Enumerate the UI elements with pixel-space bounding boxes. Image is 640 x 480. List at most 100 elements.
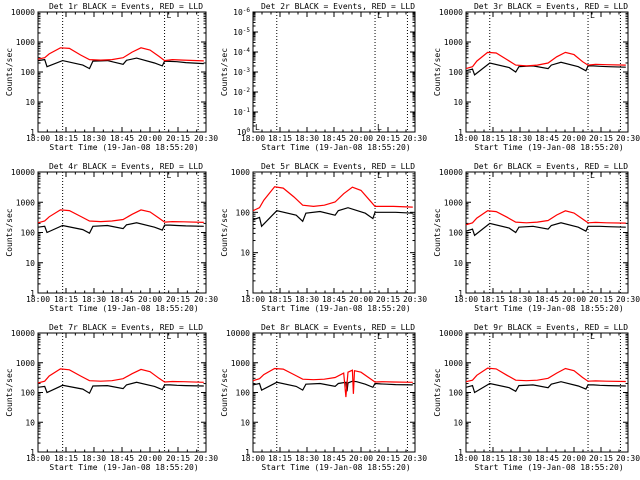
x-tick-label: 20:30 — [403, 134, 427, 143]
y-tick-label: 10-2 — [233, 87, 250, 97]
x-tick-label: 20:00 — [349, 454, 373, 463]
legend-marker: L — [167, 11, 172, 20]
x-tick-label: 20:15 — [166, 295, 190, 304]
y-tick-label: 1000 — [16, 198, 35, 207]
x-tick-label: 20:15 — [376, 134, 400, 143]
y-tick-label: 1 — [245, 289, 250, 298]
y-tick-label: 100 — [449, 229, 464, 238]
panel-title: Det 3r BLACK = Events, RED = LLD — [474, 2, 628, 11]
series-lld — [465, 210, 626, 226]
x-tick-label: 20:00 — [349, 134, 373, 143]
plot-frame — [465, 332, 629, 453]
legend-marker: L — [377, 171, 382, 180]
panel-title: Det 6r BLACK = Events, RED = LLD — [474, 162, 628, 171]
legend-marker: L — [590, 171, 595, 180]
x-tick-label: 18:15 — [268, 454, 292, 463]
series-events — [465, 222, 626, 237]
y-tick-label: 1 — [245, 448, 250, 457]
x-tick-label: 18:45 — [110, 295, 134, 304]
panel-det-2: Det 2r BLACK = Events, RED = LLD 100 10-1 1… — [220, 2, 427, 152]
x-tick-label: 18:00 — [26, 295, 50, 304]
y-tick-label: 10-3 — [233, 67, 250, 77]
x-tick-label: 20:30 — [616, 134, 640, 143]
y-tick-label: 100 — [21, 229, 36, 238]
y-tick-label: 1 — [458, 448, 463, 457]
y-tick-label: 1 — [458, 128, 463, 137]
x-tick-label: 18:45 — [322, 134, 346, 143]
y-tick-label: 10 — [25, 98, 35, 107]
panel-det-5: Det 5r BLACK = Events, RED = LLD 1 10 100 10… — [220, 162, 427, 313]
y-tick-label: 100 — [21, 68, 36, 77]
panel-det-4: Det 4r BLACK = Events, RED = LLD 1 10 100 10… — [5, 162, 218, 313]
panel-det-3: Det 3r BLACK = Events, RED = LLD 1 10 100 10… — [433, 2, 640, 152]
x-tick-label: 18:45 — [110, 134, 134, 143]
y-tick-label: 1000 — [16, 38, 35, 47]
plot-frame — [252, 171, 416, 294]
y-tick-label: 1000 — [444, 359, 463, 368]
y-tick-label: 1000 — [231, 359, 250, 368]
panel-title: Det 7r BLACK = Events, RED = LLD — [49, 323, 203, 332]
x-axis-label: Start Time (19-Jan-08 18:55:20) — [261, 304, 410, 313]
y-tick-label: 100 — [21, 389, 36, 398]
y-tick-label: 1 — [30, 128, 35, 137]
y-tick-label: 10-1 — [233, 107, 250, 117]
legend-marker: L — [377, 11, 382, 20]
plot-frame — [465, 11, 629, 133]
x-axis-label: Start Time (19-Jan-08 18:55:20) — [474, 463, 623, 472]
legend-marker: L — [590, 332, 595, 341]
plot-frame — [465, 171, 629, 294]
x-tick-label: 18:30 — [295, 134, 319, 143]
x-tick-label: 18:30 — [295, 295, 319, 304]
y-tick-label: 10 — [453, 259, 463, 268]
series-lld — [465, 367, 626, 383]
x-tick-label: 18:00 — [26, 134, 50, 143]
y-tick-label: 100 — [449, 389, 464, 398]
legend-marker: L — [167, 332, 172, 341]
plot-frame — [252, 332, 416, 453]
series-lld — [37, 47, 204, 62]
y-tick-label: 1000 — [444, 38, 463, 47]
y-tick-label: 10000 — [439, 168, 463, 177]
y-tick-label: 1000 — [444, 198, 463, 207]
x-axis-label: Start Time (19-Jan-08 18:55:20) — [261, 463, 410, 472]
x-tick-label: 18:15 — [54, 454, 78, 463]
y-axis-label: Counts/sec — [433, 208, 442, 256]
x-tick-label: 20:00 — [562, 134, 586, 143]
x-tick-label: 20:00 — [138, 454, 162, 463]
panel-det-1: Det 1r BLACK = Events, RED = LLD 1 10 100 10… — [5, 2, 218, 152]
y-tick-label: 1 — [458, 289, 463, 298]
y-axis-label: Counts/sec — [220, 208, 229, 256]
y-tick-label: 10000 — [11, 8, 35, 17]
x-tick-label: 18:30 — [82, 134, 106, 143]
series-lld — [465, 51, 626, 70]
x-tick-label: 20:15 — [589, 454, 613, 463]
series-events — [37, 57, 204, 70]
y-tick-label: 100 — [236, 208, 251, 217]
x-tick-label: 20:15 — [166, 454, 190, 463]
x-tick-label: 18:00 — [241, 295, 265, 304]
x-tick-label: 20:00 — [562, 295, 586, 304]
y-tick-label: 10 — [453, 418, 463, 427]
x-tick-label: 20:15 — [589, 134, 613, 143]
y-tick-label: 100 — [449, 68, 464, 77]
y-tick-label: 1 — [30, 289, 35, 298]
x-tick-label: 20:30 — [616, 295, 640, 304]
y-axis-label: Counts/sec — [433, 48, 442, 96]
x-tick-label: 20:30 — [194, 134, 218, 143]
y-tick-label: 1 — [30, 448, 35, 457]
y-tick-label: 10 — [25, 259, 35, 268]
panel-title: Det 4r BLACK = Events, RED = LLD — [49, 162, 203, 171]
series-events — [465, 61, 626, 76]
plot-frame — [252, 11, 416, 133]
x-tick-label: 20:15 — [376, 454, 400, 463]
x-tick-label: 18:15 — [268, 295, 292, 304]
x-axis-label: Start Time (19-Jan-08 18:55:20) — [474, 143, 623, 152]
y-tick-label: 10-6 — [233, 7, 250, 17]
y-tick-label: 10 — [453, 98, 463, 107]
panel-title: Det 8r BLACK = Events, RED = LLD — [261, 323, 415, 332]
y-axis-label: Counts/sec — [5, 48, 14, 96]
y-axis-label: Counts/sec — [220, 368, 229, 416]
y-axis-label: Counts/sec — [5, 368, 14, 416]
x-tick-label: 20:00 — [138, 295, 162, 304]
x-tick-label: 18:45 — [322, 295, 346, 304]
